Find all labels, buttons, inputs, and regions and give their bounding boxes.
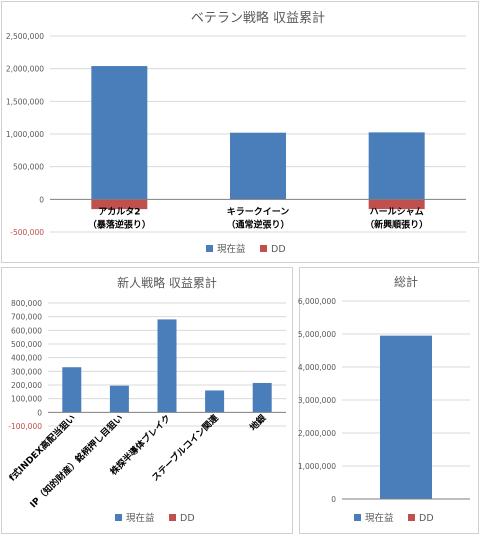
newcomer-chart: 新人戦略 収益累計 800,000 700,000 600,000 500,000 400… — [6, 275, 286, 524]
legend-swatch-current — [354, 514, 361, 521]
bar-current — [252, 382, 272, 413]
y-tick-label: 500,000 — [11, 340, 42, 349]
y-tick-label: 300,000 — [11, 367, 42, 376]
chart-title: 総計 — [394, 274, 418, 289]
bar-current — [205, 390, 225, 413]
y-tick-label: 400,000 — [11, 354, 42, 363]
y-tick-label: -100,000 — [8, 422, 42, 431]
y-tick-label: 500,000 — [13, 163, 44, 172]
legend-label-current: 現在益 — [126, 512, 155, 524]
legend-swatch-current — [115, 514, 122, 521]
total-chart-panel: 総計 6,000,000 5,000,000 4,000,000 3,000,000 2,… — [298, 267, 479, 534]
newcomer-chart-panel: 新人戦略 収益累計 800,000 700,000 600,000 500,000 400… — [1, 267, 293, 534]
bar-current — [62, 367, 82, 413]
y-tick-label: 0 — [37, 408, 42, 417]
category-label: 地銀 — [247, 412, 268, 433]
bar-current — [380, 335, 432, 499]
bar-dd — [91, 199, 148, 210]
legend-label-current: 現在益 — [365, 512, 394, 524]
bar-current — [230, 132, 286, 200]
legend-label-dd: DD — [271, 244, 286, 255]
legend-label-dd: DD — [419, 513, 434, 524]
category-label: IP（知的財産）銘柄押し目狙い — [27, 412, 125, 510]
bar-current — [91, 66, 148, 200]
y-tick-label: 2,500,000 — [6, 32, 44, 41]
y-tick-label: 4,000,000 — [298, 363, 336, 372]
bar-current — [157, 319, 177, 413]
y-tick-label: 1,000,000 — [6, 130, 44, 139]
bar-dd — [368, 199, 425, 210]
legend-label-current: 現在益 — [217, 243, 246, 255]
y-tick-label: 1,000,000 — [298, 462, 336, 471]
chart-title: ベテラン戦略 収益累計 — [191, 10, 325, 26]
chart-title: 新人戦略 収益累計 — [117, 275, 217, 290]
veteran-chart: ベテラン戦略 収益累計 2,500,000 2,000,000 1,500,000 1,… — [6, 10, 466, 255]
y-tick-label: 100,000 — [11, 395, 42, 404]
category-label: アカルタ2 （暴落逆張り） — [88, 205, 151, 230]
y-tick-label: 2,000,000 — [6, 65, 44, 74]
legend-swatch-dd — [169, 514, 176, 521]
y-tick-label: 700,000 — [11, 313, 42, 322]
legend-swatch-dd — [260, 245, 267, 252]
y-tick-label: -500,000 — [10, 228, 44, 237]
y-tick-label: 0 — [39, 195, 44, 204]
y-tick-label: 0 — [331, 495, 336, 504]
category-label: キラークイーン（通常逆張り） — [226, 206, 289, 230]
bar-current — [109, 385, 129, 413]
bar-current — [368, 132, 425, 200]
y-tick-label: 2,000,000 — [298, 429, 336, 438]
legend-label-dd: DD — [180, 513, 195, 524]
legend-swatch-dd — [408, 514, 415, 521]
y-tick-label: 6,000,000 — [298, 297, 336, 306]
y-tick-label: 200,000 — [11, 381, 42, 390]
legend-swatch-current — [206, 245, 213, 252]
y-tick-label: 600,000 — [11, 326, 42, 335]
y-tick-label: 1,500,000 — [6, 97, 44, 106]
y-tick-label: 3,000,000 — [298, 396, 336, 405]
total-chart: 総計 6,000,000 5,000,000 4,000,000 3,000,000 2,… — [298, 274, 470, 524]
category-label: ハールシャム（新興順張り） — [365, 206, 428, 230]
y-tick-label: 800,000 — [11, 299, 42, 308]
veteran-chart-panel: ベテラン戦略 収益累計 2,500,000 2,000,000 1,500,000 1,… — [1, 1, 479, 263]
y-tick-label: 5,000,000 — [298, 330, 336, 339]
